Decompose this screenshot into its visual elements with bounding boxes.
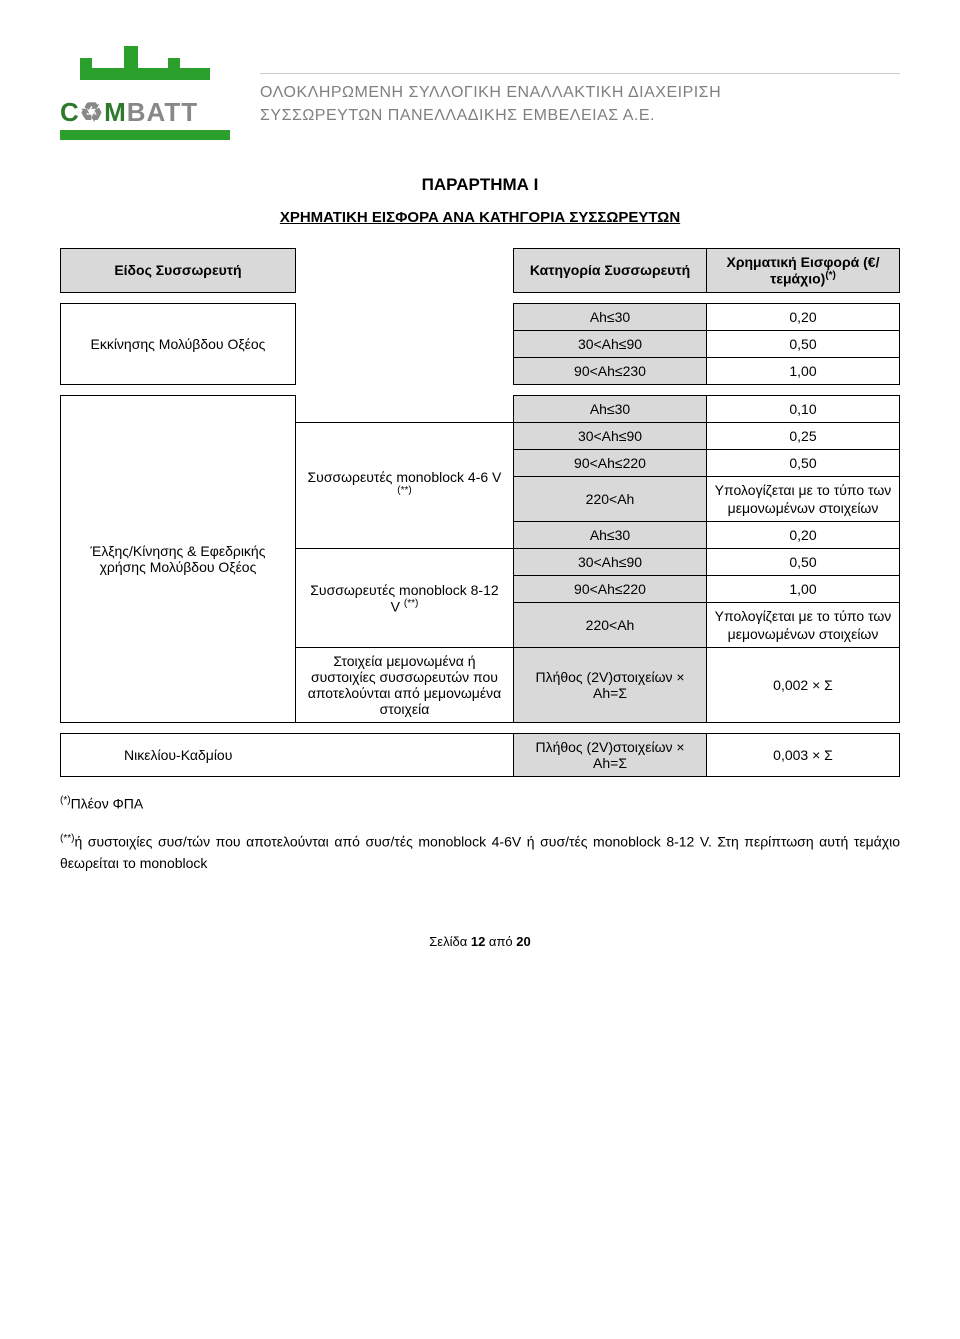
sub-label-single-cells: Στοιχεία μεμονωμένα ή συστοιχίες συσσωρε… — [295, 648, 513, 723]
row-label-traction: Έλξης/Κίνησης & Εφεδρικής χρήσης Μολύβδο… — [61, 395, 296, 723]
cat-cell: 30<Ah≤90 — [514, 330, 707, 357]
starter-battery-table: Εκκίνησης Μολύβδου Οξέος Ah≤30 0,20 30<A… — [60, 303, 900, 385]
nicd-table: Νικελίου-Καδμίου Πλήθος (2V)στοιχείων × … — [60, 733, 900, 777]
val-cell: 1,00 — [707, 357, 900, 384]
logo-underline — [60, 130, 230, 140]
footnote-monoblock: (**)ή συστοιχίες συσ/τών που αποτελούντα… — [60, 831, 900, 874]
recycle-icon: ♻ — [80, 97, 104, 127]
logo-letter: C — [60, 97, 80, 127]
val-cell: 0,003 × Σ — [707, 734, 900, 777]
row-label-nicd: Νικελίου-Καδμίου — [61, 734, 296, 777]
val-cell: 0,50 — [707, 549, 900, 576]
cat-cell: 220<Ah — [514, 603, 707, 648]
val-cell: 0,10 — [707, 395, 900, 422]
company-line-2: ΣΥΣΣΩΡΕΥΤΩΝ ΠΑΝΕΛΛΑΔΙΚΗΣ ΕΜΒΕΛΕΙΑΣ Α.Ε. — [260, 105, 900, 127]
company-name-block: ΟΛΟΚΛΗΡΩΜΕΝΗ ΣΥΛΛΟΓΙΚΗ ΕΝΑΛΛΑΚΤΙΚΗ ΔΙΑΧΕ… — [260, 53, 900, 127]
val-cell-formula: Υπολογίζεται με το τύπο των μεμονωμένων … — [707, 603, 900, 648]
cat-cell: 30<Ah≤90 — [514, 549, 707, 576]
header-divider — [260, 73, 900, 74]
column-header-table: Είδος Συσσωρευτή Κατηγορία Συσσωρευτή Χρ… — [60, 248, 900, 293]
col-header-type: Είδος Συσσωρευτή — [61, 249, 296, 293]
val-cell: 1,00 — [707, 576, 900, 603]
logo-letters-gray: BATT — [127, 97, 198, 127]
page: C♻MBATT ΟΛΟΚΛΗΡΩΜΕΝΗ ΣΥΛΛΟΓΙΚΗ ΕΝΑΛΛΑΚΤΙ… — [0, 0, 960, 979]
appendix-title: ΠΑΡΑΡΤΗΜΑ Ι — [60, 175, 900, 195]
val-cell: 0,20 — [707, 303, 900, 330]
cat-cell: Πλήθος (2V)στοιχείων × Ah=Σ — [514, 734, 707, 777]
val-cell: 0,25 — [707, 422, 900, 449]
val-cell: 0,002 × Σ — [707, 648, 900, 723]
sub-label-4-6v: Συσσωρευτές monoblock 4-6 V (**) — [295, 422, 513, 548]
val-cell-formula: Υπολογίζεται με το τύπο των μεμονωμένων … — [707, 476, 900, 521]
col-header-category: Κατηγορία Συσσωρευτή — [514, 249, 707, 293]
cat-cell: Ah≤30 — [514, 522, 707, 549]
val-cell: 0,50 — [707, 449, 900, 476]
col-header-fee: Χρηματική Εισφορά (€/ τεμάχιο)(*) — [707, 249, 900, 293]
combatt-logo: C♻MBATT — [60, 40, 230, 140]
val-cell: 0,50 — [707, 330, 900, 357]
cat-cell: 220<Ah — [514, 476, 707, 521]
cat-cell: 90<Ah≤220 — [514, 449, 707, 476]
traction-battery-table: Έλξης/Κίνησης & Εφεδρικής χρήσης Μολύβδο… — [60, 395, 900, 724]
cat-cell: 90<Ah≤230 — [514, 357, 707, 384]
page-number: Σελίδα 12 από 20 — [60, 934, 900, 949]
logo-letter: M — [104, 97, 127, 127]
footnote-vat: (*)Πλέον ΦΠΑ — [60, 793, 900, 815]
val-cell: 0,20 — [707, 522, 900, 549]
appendix-subtitle: ΧΡΗΜΑΤΙΚΗ ΕΙΣΦΟΡΑ ΑΝΑ ΚΑΤΗΓΟΡΙΑ ΣΥΣΣΩΡΕΥ… — [60, 209, 900, 226]
cat-cell: Ah≤30 — [514, 303, 707, 330]
cat-cell: Ah≤30 — [514, 395, 707, 422]
cat-cell: Πλήθος (2V)στοιχείων × Ah=Σ — [514, 648, 707, 723]
company-line-1: ΟΛΟΚΛΗΡΩΜΕΝΗ ΣΥΛΛΟΓΙΚΗ ΕΝΑΛΛΑΚΤΙΚΗ ΔΙΑΧΕ… — [260, 82, 900, 104]
row-label-starter: Εκκίνησης Μολύβδου Οξέος — [61, 303, 296, 384]
document-header: C♻MBATT ΟΛΟΚΛΗΡΩΜΕΝΗ ΣΥΛΛΟΓΙΚΗ ΕΝΑΛΛΑΚΤΙ… — [60, 40, 900, 140]
cat-cell: 90<Ah≤220 — [514, 576, 707, 603]
cat-cell: 30<Ah≤90 — [514, 422, 707, 449]
sub-label-8-12v: Συσσωρευτές monoblock 8-12 V (**) — [295, 549, 513, 648]
